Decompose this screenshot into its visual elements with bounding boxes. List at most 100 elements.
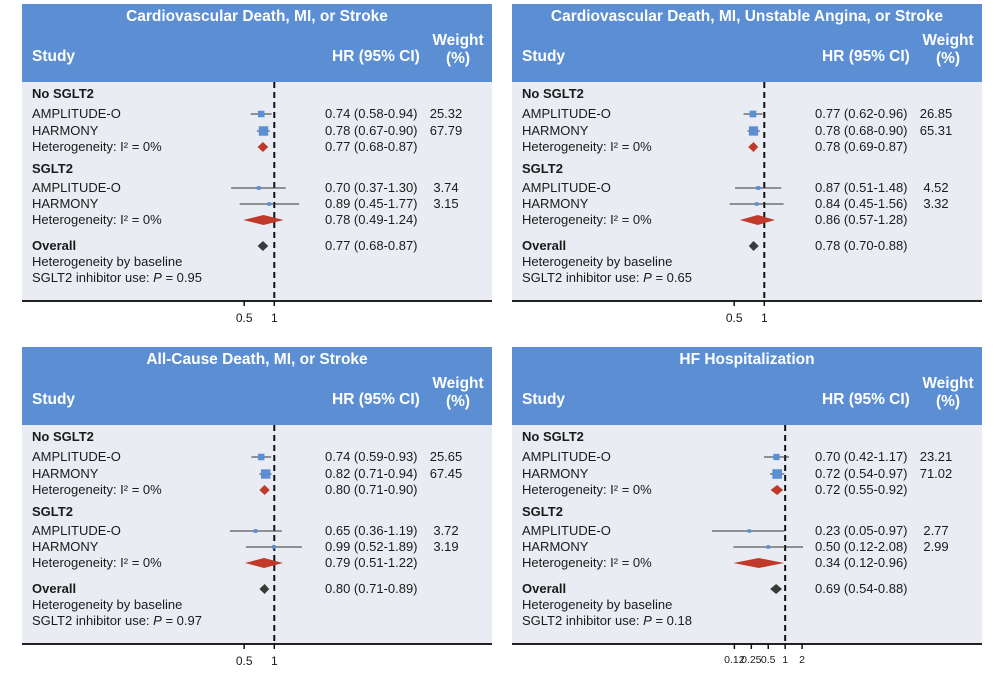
hr-ci-value: 0.78 (0.69-0.87) bbox=[815, 139, 908, 154]
hr-ci-value: 0.77 (0.68-0.87) bbox=[325, 238, 418, 253]
row-label-subtotal: Heterogeneity: I² = 0% bbox=[32, 482, 162, 497]
hr-ci-value: 0.87 (0.51-1.48) bbox=[815, 180, 908, 195]
panel-title: All-Cause Death, MI, or Stroke bbox=[146, 351, 368, 368]
row-label-subtotal: Heterogeneity: I² = 0% bbox=[522, 212, 652, 227]
hr-ci-value: 0.23 (0.05-0.97) bbox=[815, 523, 908, 538]
panel-body bbox=[512, 82, 982, 300]
row-label-study: HARMONY bbox=[32, 539, 99, 554]
study-point-marker bbox=[272, 545, 276, 549]
overall-diamond bbox=[748, 241, 759, 251]
weight-header-line2: (%) bbox=[935, 50, 961, 67]
row-label-overall: Overall bbox=[32, 581, 77, 596]
hr-ci-value: 0.86 (0.57-1.28) bbox=[815, 212, 908, 227]
hr-ci-value: 0.69 (0.54-0.88) bbox=[815, 581, 908, 596]
row-label-study: HARMONY bbox=[522, 123, 589, 138]
subgroup-diamond bbox=[245, 558, 283, 568]
study-point-marker bbox=[748, 126, 759, 136]
p-value-prefix: SGLT2 inhibitor use: bbox=[32, 613, 154, 628]
weight-value: 67.79 bbox=[429, 123, 463, 138]
row-label-group: No SGLT2 bbox=[32, 429, 94, 444]
study-point-marker bbox=[754, 202, 759, 206]
weight-value: 25.65 bbox=[429, 449, 463, 464]
hr-column-header: HR (95% CI) bbox=[822, 391, 910, 408]
subgroup-diamond bbox=[748, 142, 759, 152]
row-label-study: HARMONY bbox=[32, 196, 99, 211]
row-label-study: AMPLITUDE-O bbox=[522, 180, 611, 195]
panel-header: All-Cause Death, MI, or Stroke Study HR (9… bbox=[22, 347, 492, 425]
weight-header-line1: Weight bbox=[432, 375, 484, 392]
hr-ci-value: 0.72 (0.54-0.97) bbox=[815, 466, 908, 481]
weight-value: 26.85 bbox=[919, 106, 953, 121]
x-axis-line bbox=[22, 300, 492, 302]
row-label-note: SGLT2 inhibitor use: P = 0.97 bbox=[32, 613, 202, 628]
row-label-group: SGLT2 bbox=[32, 504, 73, 519]
row-label-study: AMPLITUDE-O bbox=[522, 449, 611, 464]
weight-column-header: Weight (%) bbox=[422, 375, 494, 411]
weight-header-line2: (%) bbox=[445, 50, 471, 67]
weight-value: 3.72 bbox=[433, 523, 459, 538]
p-value-symbol: P bbox=[643, 613, 652, 628]
row-label-study: AMPLITUDE-O bbox=[522, 106, 611, 121]
x-tick-label: 0.25 bbox=[741, 654, 762, 666]
weight-value: 4.52 bbox=[923, 180, 949, 195]
p-value: = 0.97 bbox=[161, 613, 202, 628]
forest-plot-area bbox=[729, 82, 784, 306]
x-axis-line bbox=[512, 300, 982, 302]
hr-column-header: HR (95% CI) bbox=[822, 48, 910, 65]
hr-ci-value: 0.70 (0.37-1.30) bbox=[325, 180, 418, 195]
p-value: = 0.65 bbox=[651, 270, 692, 285]
study-point-marker bbox=[253, 529, 258, 533]
weight-value: 2.77 bbox=[923, 523, 949, 538]
row-label-study: HARMONY bbox=[32, 466, 99, 481]
row-label-study: AMPLITUDE-O bbox=[32, 523, 121, 538]
x-tick-label: 1 bbox=[782, 654, 789, 666]
row-label-study: HARMONY bbox=[522, 466, 589, 481]
hr-ci-value: 0.84 (0.45-1.56) bbox=[815, 196, 908, 211]
weight-value: 71.02 bbox=[919, 466, 953, 481]
x-tick-label: 0.5 bbox=[725, 311, 743, 325]
subgroup-diamond bbox=[770, 485, 784, 495]
weight-header-line1: Weight bbox=[922, 375, 974, 392]
subgroup-diamond bbox=[259, 485, 270, 495]
panel-title: HF Hospitalization bbox=[679, 351, 815, 368]
weight-value: 3.74 bbox=[433, 180, 459, 195]
hr-ci-value: 0.72 (0.55-0.92) bbox=[815, 482, 908, 497]
hr-ci-value: 0.74 (0.59-0.93) bbox=[325, 449, 418, 464]
weight-value: 65.31 bbox=[919, 123, 953, 138]
hr-column-header: HR (95% CI) bbox=[332, 391, 420, 408]
weight-value: 3.15 bbox=[433, 196, 459, 211]
study-column-header: Study bbox=[32, 48, 76, 65]
p-value-prefix: SGLT2 inhibitor use: bbox=[32, 270, 154, 285]
row-label-note: Heterogeneity by baseline bbox=[32, 597, 183, 612]
study-point-marker bbox=[772, 469, 782, 479]
row-label-group: No SGLT2 bbox=[522, 86, 584, 101]
p-value-symbol: P bbox=[643, 270, 652, 285]
x-tick-label: 0.12 bbox=[724, 654, 745, 666]
study-point-marker bbox=[258, 126, 269, 136]
weight-value: 3.32 bbox=[923, 196, 949, 211]
study-point-marker bbox=[267, 202, 272, 206]
subgroup-diamond bbox=[257, 142, 269, 152]
forest-plot-area bbox=[712, 425, 804, 649]
p-value-prefix: SGLT2 inhibitor use: bbox=[522, 613, 644, 628]
row-label-overall: Overall bbox=[522, 581, 567, 596]
x-tick-label: 0.5 bbox=[235, 311, 253, 325]
row-label-note: Heterogeneity by baseline bbox=[522, 597, 673, 612]
forest-plot-area bbox=[231, 82, 300, 306]
subgroup-diamond bbox=[733, 558, 785, 568]
row-label-study: AMPLITUDE-O bbox=[32, 180, 121, 195]
panel-body bbox=[512, 425, 982, 643]
p-value-prefix: SGLT2 inhibitor use: bbox=[522, 270, 644, 285]
row-label-group: SGLT2 bbox=[522, 504, 563, 519]
weight-header-line2: (%) bbox=[935, 393, 961, 410]
hr-ci-value: 0.99 (0.52-1.89) bbox=[325, 539, 418, 554]
row-label-subtotal: Heterogeneity: I² = 0% bbox=[32, 212, 162, 227]
weight-header-line1: Weight bbox=[922, 32, 974, 49]
forest-panel: Cardiovascular Death, MI, Unstable Angin… bbox=[512, 4, 982, 325]
row-label-group: No SGLT2 bbox=[32, 86, 94, 101]
hr-ci-value: 0.80 (0.71-0.90) bbox=[325, 482, 418, 497]
weight-column-header: Weight (%) bbox=[912, 375, 984, 411]
p-value-symbol: P bbox=[153, 613, 162, 628]
weight-header-line2: (%) bbox=[445, 393, 471, 410]
row-label-overall: Overall bbox=[522, 238, 567, 253]
